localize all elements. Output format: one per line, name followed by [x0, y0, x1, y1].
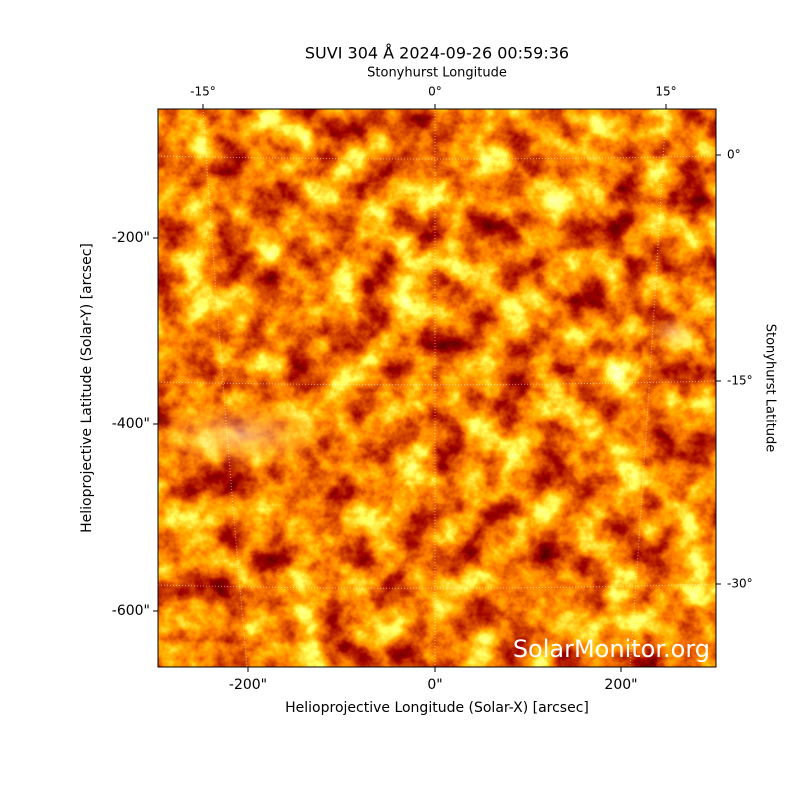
- right-tick-label: -15°: [727, 374, 753, 388]
- y-axis-label: Helioprojective Latitude (Solar-Y) [arcs…: [79, 243, 95, 533]
- grid-line: [158, 380, 716, 386]
- x-tick-label: -200": [229, 677, 267, 693]
- y-tick-label: -200": [112, 230, 150, 246]
- grid-line: [158, 583, 716, 589]
- x-tick-label: 0": [427, 677, 442, 693]
- plot-frame: [157, 108, 717, 668]
- top-tick-label: 15°: [655, 85, 676, 99]
- title: SUVI 304 Å 2024-09-26 00:59:36: [305, 44, 569, 63]
- coordinate-grid: [158, 109, 716, 667]
- x-tick-label: 200": [604, 677, 637, 693]
- right-axis-label: Stonyhurst Latitude: [763, 324, 778, 453]
- right-tick-label: 0°: [727, 148, 741, 162]
- right-tick-label: -30°: [727, 577, 753, 591]
- bright-region: [158, 375, 450, 485]
- top-tick-label: -15°: [190, 85, 216, 99]
- grid-line: [158, 155, 716, 160]
- top-tick-label: 0°: [428, 85, 442, 99]
- watermark: SolarMonitor.org: [513, 635, 710, 663]
- y-tick-label: -600": [112, 603, 150, 619]
- y-tick-label: -400": [112, 416, 150, 432]
- x-axis-label: Helioprojective Longitude (Solar-X) [arc…: [285, 700, 589, 716]
- top-axis-label: Stonyhurst Longitude: [367, 66, 507, 81]
- bright-region: [650, 300, 716, 360]
- solar-image: [158, 109, 716, 667]
